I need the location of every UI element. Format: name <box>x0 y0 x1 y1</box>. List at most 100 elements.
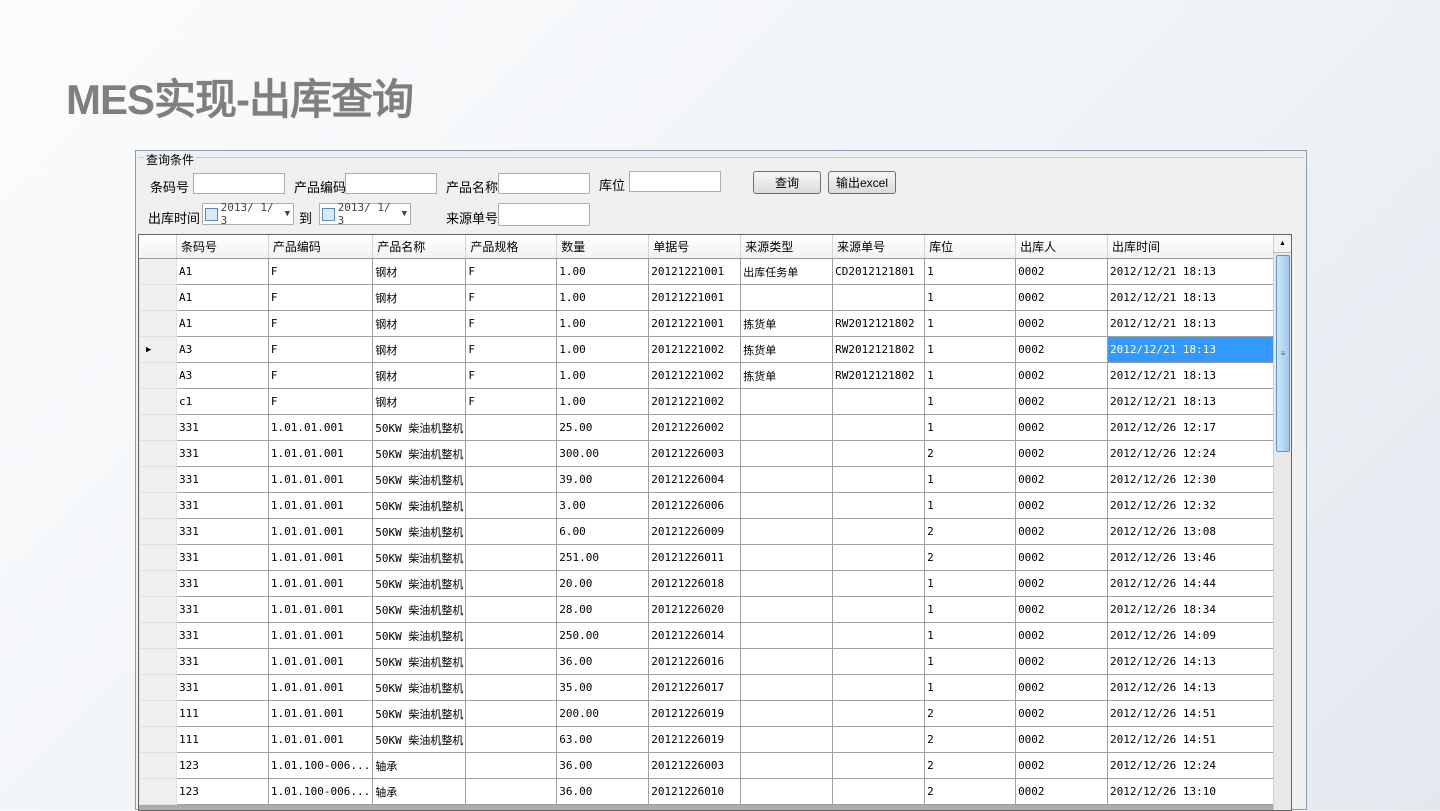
table-cell[interactable]: 20121226003 <box>648 440 742 467</box>
table-cell[interactable]: 钢材 <box>372 258 467 285</box>
table-cell[interactable] <box>740 388 834 415</box>
table-cell[interactable] <box>832 726 926 753</box>
table-cell[interactable]: 2012/12/26 12:17 <box>1107 414 1291 441</box>
table-cell[interactable]: 2012/12/21 18:13 <box>1107 258 1291 285</box>
table-cell[interactable]: 1.01.01.001 <box>267 674 374 701</box>
table-cell[interactable]: 20121226003 <box>648 752 742 779</box>
table-cell[interactable]: 2012/12/26 14:09 <box>1107 622 1291 649</box>
table-cell[interactable]: 0002 <box>1015 622 1108 649</box>
table-cell[interactable]: F <box>465 310 558 337</box>
table-cell[interactable]: 50KW 柴油机整机 <box>372 726 467 753</box>
table-cell[interactable] <box>740 778 834 805</box>
table-cell[interactable] <box>465 674 558 701</box>
table-cell[interactable]: 0002 <box>1015 414 1108 441</box>
row-header[interactable] <box>139 622 177 649</box>
table-cell[interactable]: 2 <box>924 518 1017 545</box>
table-cell[interactable]: 1 <box>924 622 1017 649</box>
table-row[interactable]: 331 1.01.01.001 50KW 柴油机整机 25.00 20121226002… <box>139 414 1291 441</box>
table-cell[interactable]: 0002 <box>1015 492 1108 519</box>
table-cell[interactable]: 50KW 柴油机整机 <box>372 440 467 467</box>
table-cell[interactable] <box>832 752 926 779</box>
table-cell[interactable]: F <box>465 336 558 363</box>
column-header[interactable]: 产品规格 <box>465 235 558 259</box>
table-cell[interactable]: F <box>465 362 558 389</box>
table-cell[interactable]: 20121226010 <box>648 778 742 805</box>
table-cell[interactable]: 1.01.01.001 <box>267 492 374 519</box>
row-header[interactable] <box>139 544 177 571</box>
table-cell[interactable]: 2012/12/21 18:13 <box>1107 310 1291 337</box>
table-cell[interactable]: 0002 <box>1015 388 1108 415</box>
table-row[interactable]: A1 F 钢材 F 1.00 20121221001 拣货单 RW2012121802 1 000… <box>139 310 1291 337</box>
row-header[interactable] <box>139 700 177 727</box>
table-cell[interactable]: F <box>465 258 558 285</box>
table-cell[interactable]: 1.00 <box>556 310 650 337</box>
row-header[interactable] <box>139 726 177 753</box>
table-cell[interactable]: 出库任务单 <box>740 258 834 285</box>
table-cell[interactable] <box>465 622 558 649</box>
table-cell[interactable]: 50KW 柴油机整机 <box>372 674 467 701</box>
table-cell[interactable] <box>740 596 834 623</box>
column-header[interactable]: 条码号 <box>176 235 269 259</box>
table-row[interactable]: 331 1.01.01.001 50KW 柴油机整机 39.00 20121226004… <box>139 466 1291 493</box>
table-cell[interactable] <box>465 570 558 597</box>
table-cell[interactable]: 1.00 <box>556 336 650 363</box>
row-header[interactable] <box>139 258 177 285</box>
table-cell[interactable] <box>465 466 558 493</box>
table-cell[interactable]: 200.00 <box>556 700 650 727</box>
table-cell[interactable]: 0002 <box>1015 648 1108 675</box>
table-cell[interactable]: 2012/12/26 14:13 <box>1107 648 1291 675</box>
date-to-picker[interactable]: 2013/ 1/ 3 ▼ <box>319 201 411 227</box>
table-cell[interactable] <box>740 492 834 519</box>
column-header[interactable]: 单据号 <box>648 235 742 259</box>
row-header[interactable] <box>139 362 177 389</box>
table-cell[interactable]: 20121221002 <box>648 388 742 415</box>
row-header[interactable] <box>139 674 177 701</box>
table-cell[interactable] <box>832 414 926 441</box>
scrollbar-thumb[interactable]: ≡ <box>1276 255 1290 452</box>
column-header[interactable]: 来源单号 <box>832 235 926 259</box>
table-cell[interactable]: 0002 <box>1015 284 1108 311</box>
table-cell[interactable]: 331 <box>175 674 269 701</box>
table-cell[interactable]: F <box>465 284 558 311</box>
table-cell[interactable]: 331 <box>175 570 269 597</box>
table-cell[interactable]: 6.00 <box>556 518 650 545</box>
table-cell[interactable]: 1.01.01.001 <box>267 414 374 441</box>
vertical-scrollbar[interactable]: ▲ ≡ <box>1273 235 1291 810</box>
product-name-input[interactable] <box>498 173 590 194</box>
table-cell[interactable]: 20121226016 <box>648 648 742 675</box>
table-cell[interactable]: 20.00 <box>556 570 650 597</box>
table-cell[interactable]: 1 <box>924 492 1017 519</box>
table-cell[interactable]: 50KW 柴油机整机 <box>372 518 467 545</box>
table-cell[interactable] <box>832 388 926 415</box>
table-cell[interactable]: 钢材 <box>372 336 467 363</box>
table-cell[interactable]: 2012/12/26 12:24 <box>1107 752 1291 779</box>
table-cell[interactable]: 20121226011 <box>648 544 742 571</box>
date-from-picker[interactable]: 2013/ 1/ 3 ▼ <box>202 201 294 227</box>
column-header[interactable]: 数量 <box>556 235 650 259</box>
table-cell[interactable]: 50KW 柴油机整机 <box>372 466 467 493</box>
table-cell[interactable]: 2012/12/26 18:34 <box>1107 596 1291 623</box>
query-button[interactable]: 查询 <box>753 171 821 194</box>
export-excel-button[interactable]: 输出excel <box>828 171 896 194</box>
table-cell[interactable]: 1.01.01.001 <box>267 544 374 571</box>
table-cell[interactable]: 2012/12/21 18:13 <box>1107 336 1291 363</box>
table-row[interactable]: 331 1.01.01.001 50KW 柴油机整机 3.00 20121226006 1… <box>139 492 1291 519</box>
table-cell[interactable]: 1.01.01.001 <box>267 518 374 545</box>
table-cell[interactable]: 0002 <box>1015 518 1108 545</box>
table-cell[interactable]: 2 <box>924 440 1017 467</box>
column-header[interactable]: 库位 <box>924 235 1017 259</box>
table-cell[interactable]: 2012/12/26 14:44 <box>1107 570 1291 597</box>
product-code-input[interactable] <box>345 173 437 194</box>
table-cell[interactable]: 2012/12/21 18:13 <box>1107 284 1291 311</box>
table-cell[interactable] <box>832 778 926 805</box>
table-cell[interactable]: 1 <box>924 258 1017 285</box>
row-header[interactable] <box>139 414 177 441</box>
table-cell[interactable]: 2012/12/26 14:13 <box>1107 674 1291 701</box>
column-header[interactable]: 出库人 <box>1015 235 1108 259</box>
table-cell[interactable] <box>740 700 834 727</box>
table-cell[interactable]: 拣货单 <box>740 310 834 337</box>
dropdown-arrow-icon[interactable]: ▼ <box>284 209 290 219</box>
table-cell[interactable]: A1 <box>175 284 269 311</box>
table-cell[interactable]: 20121226004 <box>648 466 742 493</box>
table-cell[interactable]: 20121226019 <box>648 700 742 727</box>
